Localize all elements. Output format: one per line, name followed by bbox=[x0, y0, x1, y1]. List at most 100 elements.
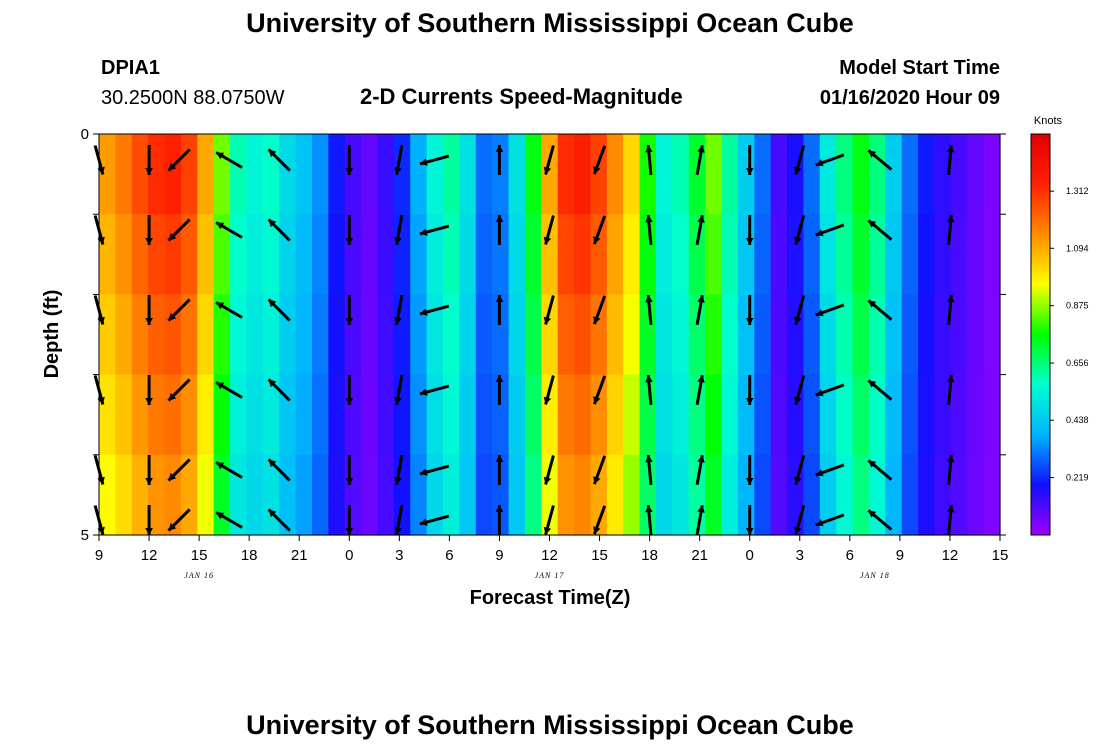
heatmap-cell bbox=[311, 134, 329, 215]
heatmap-cell bbox=[246, 374, 264, 456]
colorbar-tick-label: 1.094 bbox=[1066, 243, 1089, 253]
heatmap-cell bbox=[475, 374, 493, 456]
current-vector-arrow bbox=[543, 295, 555, 325]
current-vector-arrow bbox=[93, 295, 105, 325]
heatmap-cell bbox=[672, 374, 690, 456]
heatmap-cell bbox=[590, 374, 608, 456]
heatmap-cell bbox=[492, 454, 510, 536]
current-vector-arrow bbox=[946, 504, 955, 536]
heatmap-cell bbox=[852, 454, 870, 536]
heatmap-cell bbox=[99, 214, 116, 295]
x-tick-label: 9 bbox=[95, 547, 103, 564]
colorbar-tick-label: 0.438 bbox=[1066, 415, 1089, 425]
heatmap-cells bbox=[99, 134, 1001, 536]
heatmap-cell bbox=[803, 214, 821, 295]
current-vector-arrow bbox=[145, 505, 153, 535]
current-vector-arrow bbox=[695, 294, 705, 326]
heatmap-cell bbox=[393, 374, 411, 456]
current-vector-arrow bbox=[419, 154, 450, 166]
x-tick-label: 9 bbox=[495, 547, 503, 564]
heatmap-cell bbox=[770, 214, 788, 295]
heatmap-cell bbox=[393, 454, 411, 536]
x-tick-label: 9 bbox=[896, 547, 904, 564]
current-vector-arrow bbox=[394, 294, 404, 326]
heatmap-cell bbox=[279, 214, 297, 295]
heatmap-cell bbox=[246, 454, 264, 536]
heatmap-cell bbox=[574, 214, 592, 295]
station-id: DPIA1 bbox=[101, 57, 160, 79]
heatmap-cell bbox=[213, 294, 231, 376]
y-axis: 05 bbox=[81, 126, 1006, 544]
heatmap-cell bbox=[819, 214, 837, 295]
current-vector-arrow bbox=[645, 144, 653, 176]
current-vector-arrow bbox=[946, 374, 955, 406]
heatmap-cell bbox=[705, 134, 723, 215]
x-tick-label: 21 bbox=[291, 547, 308, 564]
heatmap-cell bbox=[574, 134, 592, 215]
heatmap-cell bbox=[967, 134, 985, 215]
heatmap-cell bbox=[164, 454, 182, 536]
current-vector-arrow bbox=[419, 304, 450, 316]
colorbar-tick-label: 1.312 bbox=[1066, 186, 1089, 196]
heatmap-cell bbox=[246, 134, 264, 215]
current-vector-arrow bbox=[267, 218, 291, 242]
current-vector-arrow bbox=[745, 455, 754, 485]
heatmap-cell bbox=[901, 294, 919, 376]
heatmap-cell bbox=[934, 374, 952, 456]
current-vector-arrow bbox=[592, 505, 607, 535]
current-vector-arrow bbox=[867, 379, 893, 401]
heatmap-cell bbox=[344, 374, 362, 456]
heatmap-cell bbox=[115, 134, 133, 215]
current-vector-arrow bbox=[867, 459, 893, 481]
current-vector-arrow bbox=[419, 464, 450, 476]
colorbar: Knots bbox=[1030, 115, 1063, 536]
heatmap-cell bbox=[475, 134, 493, 215]
current-vector-arrow bbox=[215, 301, 243, 319]
x-tick-label: 15 bbox=[191, 547, 208, 564]
heatmap-cell bbox=[557, 454, 575, 536]
current-vector-arrow bbox=[93, 455, 105, 485]
heatmap-cell bbox=[721, 454, 739, 536]
heatmap-cell bbox=[213, 214, 231, 295]
heatmap-cell bbox=[443, 294, 460, 376]
current-vector-arrow bbox=[695, 374, 705, 406]
heatmap-cell bbox=[246, 294, 264, 376]
current-vector-arrow bbox=[93, 215, 105, 245]
heatmap-cell bbox=[983, 374, 1001, 456]
current-vector-arrow bbox=[645, 504, 653, 536]
heatmap-cell bbox=[361, 294, 379, 376]
heatmap-cell bbox=[344, 294, 362, 376]
current-vector-arrow bbox=[645, 214, 653, 246]
date-label: JAN 17 bbox=[535, 571, 565, 580]
current-vector-arrow bbox=[695, 454, 705, 486]
heatmap-cell bbox=[230, 454, 248, 536]
current-vector-arrow bbox=[267, 378, 291, 402]
current-vector-arrow bbox=[167, 458, 191, 482]
current-vector-arrow bbox=[695, 504, 705, 536]
current-vector-arrow bbox=[745, 145, 754, 175]
plot-title: 2-D Currents Speed-Magnitude bbox=[360, 84, 683, 109]
current-vector-arrow bbox=[167, 508, 191, 532]
current-vector-arrow bbox=[592, 375, 607, 405]
heatmap-cell bbox=[672, 294, 690, 376]
current-vector-arrow bbox=[745, 295, 754, 325]
current-vector-arrow bbox=[345, 215, 354, 245]
heatmap-cell bbox=[950, 374, 968, 456]
heatmap-cell bbox=[524, 454, 542, 536]
current-vector-arrow bbox=[745, 505, 754, 535]
app-title-top: University of Southern Mississippi Ocean… bbox=[246, 8, 854, 38]
current-vector-arrow bbox=[215, 511, 243, 529]
heatmap-cell bbox=[655, 134, 673, 215]
heatmap-cell bbox=[836, 214, 854, 295]
heatmap-cell bbox=[623, 134, 641, 215]
heatmap-cell bbox=[541, 134, 559, 215]
heatmap-cell bbox=[655, 454, 673, 536]
heatmap-cell bbox=[443, 214, 460, 295]
heatmap-cell bbox=[279, 134, 297, 215]
heatmap-cell bbox=[606, 374, 624, 456]
heatmap-cell bbox=[688, 454, 706, 536]
heatmap-cell bbox=[934, 294, 952, 376]
heatmap-cell bbox=[164, 214, 182, 295]
heatmap-cell bbox=[524, 294, 542, 376]
